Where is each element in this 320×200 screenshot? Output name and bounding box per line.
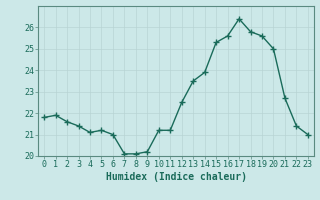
X-axis label: Humidex (Indice chaleur): Humidex (Indice chaleur) (106, 172, 246, 182)
